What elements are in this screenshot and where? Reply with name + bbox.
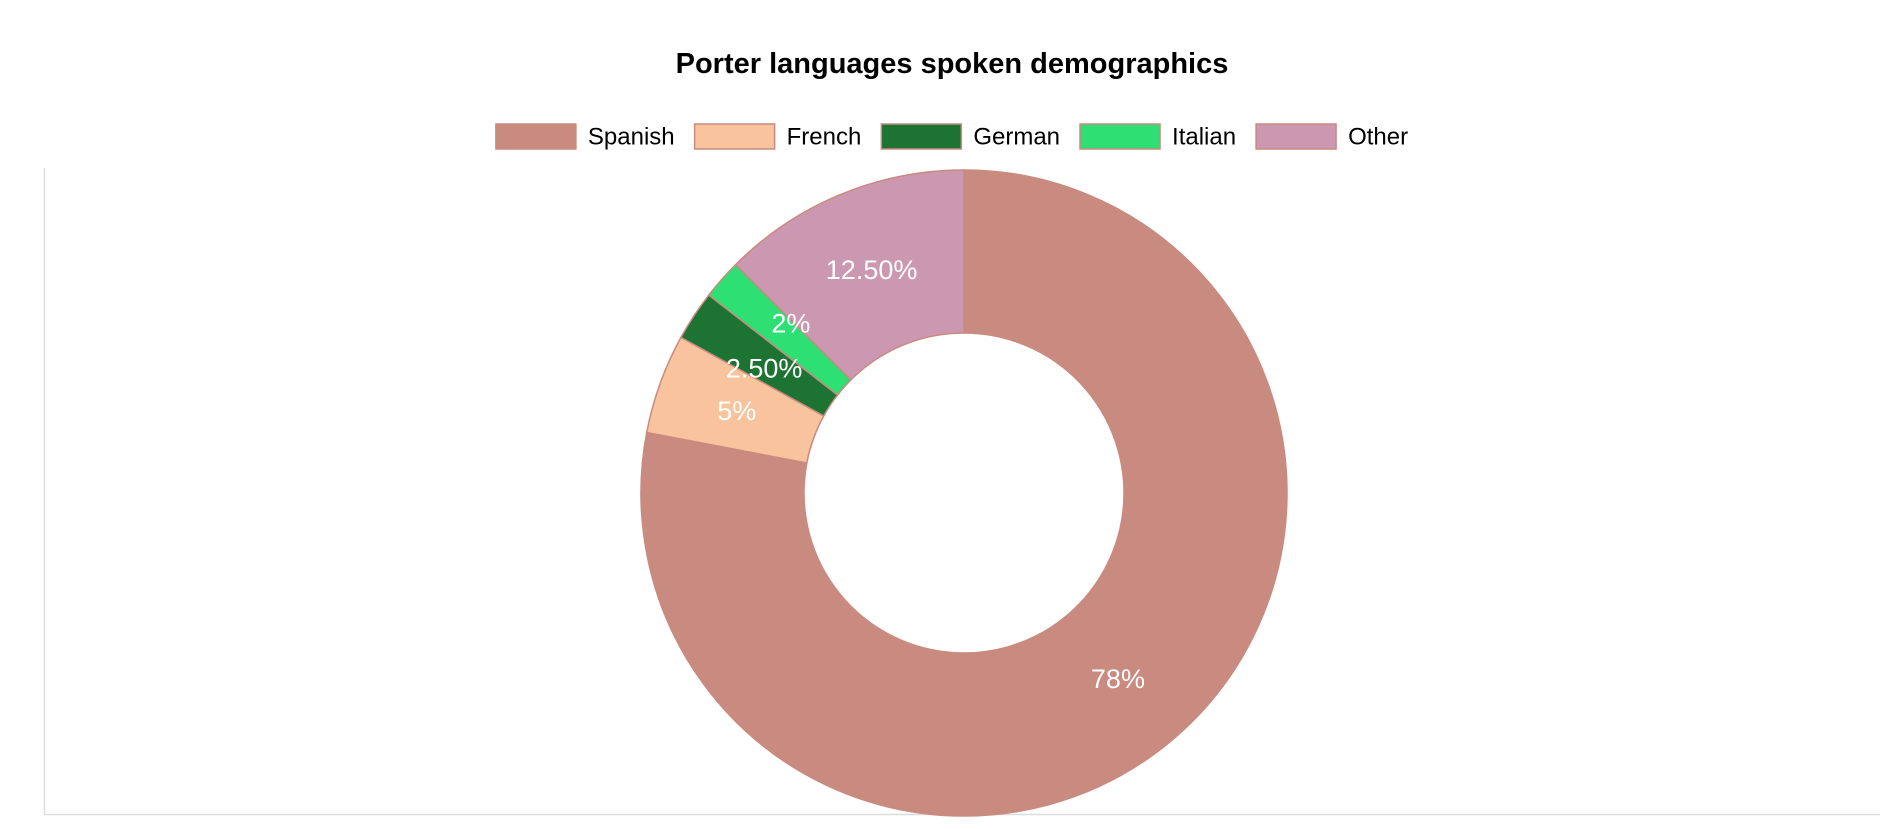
legend-item-french[interactable]: French: [693, 123, 862, 151]
slice-other[interactable]: [734, 169, 965, 381]
legend-label-spanish: Spanish: [588, 124, 675, 151]
legend-label-other: Other: [1348, 124, 1408, 151]
doughnut-slices: [640, 169, 1288, 817]
legend-label-german: German: [973, 124, 1060, 151]
slice-label-spanish: 78%: [1091, 664, 1145, 694]
legend-swatch-other: [1255, 123, 1337, 150]
legend-swatch-spanish: [495, 123, 577, 150]
legend-label-italian: Italian: [1172, 124, 1236, 151]
slice-label-german: 2.50%: [726, 353, 803, 383]
legend-item-other[interactable]: Other: [1255, 123, 1408, 151]
legend-item-spanish[interactable]: Spanish: [495, 123, 675, 151]
legend: Spanish French German Italian Other: [495, 123, 1408, 151]
legend-swatch-italian: [1079, 123, 1161, 150]
slice-label-italian: 2%: [771, 308, 810, 338]
slice-labels: 78% 5% 2.50% 2% 12.50%: [717, 255, 1145, 694]
slice-spanish[interactable]: [640, 169, 1288, 817]
legend-item-german[interactable]: German: [880, 123, 1060, 151]
legend-swatch-german: [880, 123, 963, 150]
legend-item-italian[interactable]: Italian: [1079, 123, 1236, 151]
chart-title: Porter languages spoken demographics: [676, 48, 1229, 80]
legend-label-french: French: [787, 124, 862, 151]
slice-label-french: 5%: [717, 396, 756, 426]
slice-label-other: 12.50%: [826, 255, 918, 285]
legend-swatch-french: [693, 123, 776, 150]
